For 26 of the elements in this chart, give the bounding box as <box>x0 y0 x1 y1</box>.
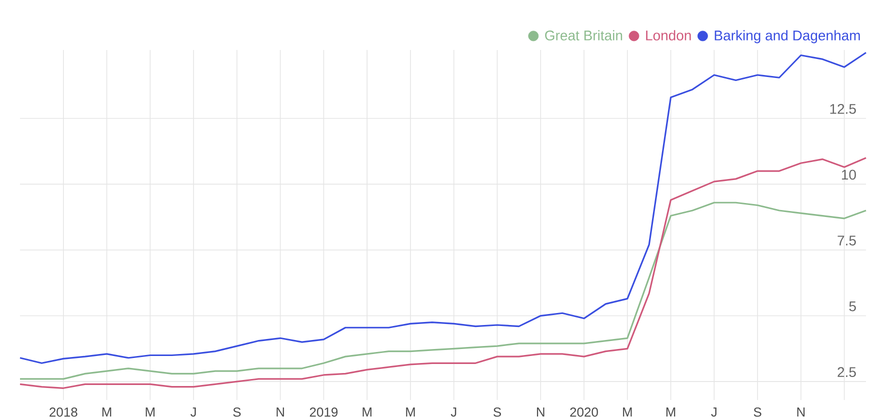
x-tick-label: S <box>493 408 501 417</box>
x-tick-label: N <box>536 408 544 416</box>
x-tick-label: N <box>797 408 805 416</box>
x-tick-label: M <box>406 408 415 416</box>
x-tick-label: J <box>711 408 716 417</box>
y-tick-label: 2.5 <box>838 367 856 378</box>
x-tick-label: S <box>754 408 762 417</box>
y-tick-label: 12.5 <box>830 104 856 114</box>
x-tick-label: N <box>276 408 284 416</box>
x-tick-label: M <box>102 408 112 416</box>
legend-label: London <box>646 30 691 40</box>
x-tick-label: M <box>666 408 676 416</box>
y-tick-label: 10 <box>842 170 856 180</box>
x-tick-label: 2020 <box>570 408 598 417</box>
y-tick-label: 7.5 <box>838 236 856 246</box>
legend-label: Great Britain <box>545 30 622 40</box>
x-tick-label: 2019 <box>310 408 338 417</box>
x-tick-label: J <box>450 408 456 417</box>
x-tick-label: M <box>623 408 632 416</box>
legend-label: Barking and Dagenham <box>714 30 860 44</box>
x-tick-label: M <box>362 408 372 416</box>
y-tick-label: 5 <box>849 301 856 312</box>
x-tick-label: M <box>146 408 155 416</box>
x-tick-label: J <box>190 408 196 417</box>
x-tick-label: 2018 <box>50 408 78 417</box>
x-tick-label: S <box>233 408 241 417</box>
